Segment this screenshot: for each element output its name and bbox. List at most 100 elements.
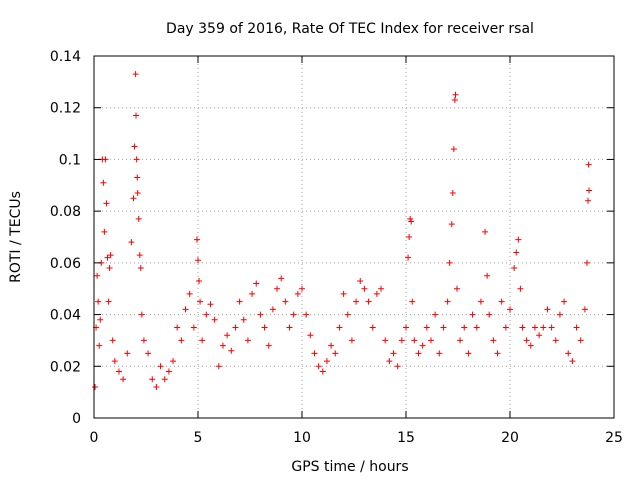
data-point <box>261 324 268 331</box>
data-point <box>340 290 347 297</box>
data-point <box>153 383 160 390</box>
data-point <box>403 324 409 331</box>
data-point <box>436 350 443 357</box>
data-point <box>348 337 355 344</box>
data-point <box>282 298 289 305</box>
chart-title: Day 359 of 2016, Rate Of TEC Index for r… <box>166 21 534 37</box>
data-point <box>106 265 113 272</box>
data-point <box>319 368 326 375</box>
data-point <box>336 324 343 331</box>
data-point <box>423 324 430 331</box>
data-point <box>465 350 472 357</box>
data-point <box>103 200 110 207</box>
data-point <box>461 324 468 331</box>
data-point <box>344 311 351 318</box>
data-point <box>165 368 172 375</box>
data-point <box>174 324 181 331</box>
data-point <box>207 301 214 308</box>
data-point <box>394 363 401 370</box>
data-point <box>136 252 143 259</box>
data-point <box>586 187 593 194</box>
y-tick-label: 0.08 <box>50 204 81 220</box>
data-point <box>303 311 310 318</box>
data-point <box>135 215 142 222</box>
data-point <box>444 298 451 305</box>
data-points <box>92 71 593 390</box>
data-point <box>102 156 109 163</box>
data-point <box>211 316 218 323</box>
data-point <box>105 298 112 305</box>
data-point <box>405 254 412 261</box>
data-point <box>369 324 376 331</box>
data-point <box>133 156 140 163</box>
data-point <box>513 249 520 256</box>
data-point <box>494 350 501 357</box>
data-point <box>315 363 322 370</box>
data-point <box>581 306 588 313</box>
data-point <box>406 234 413 240</box>
grid <box>94 56 614 418</box>
data-point <box>257 311 264 318</box>
data-point <box>115 368 122 375</box>
x-tick-label: 0 <box>90 430 99 446</box>
data-point <box>132 71 139 78</box>
data-point <box>193 236 200 243</box>
data-point <box>104 254 111 261</box>
data-point <box>96 342 103 349</box>
data-point <box>365 298 372 305</box>
data-point <box>197 298 204 305</box>
data-point <box>573 324 580 331</box>
data-point <box>451 96 458 103</box>
data-point <box>299 285 305 292</box>
y-tick-label: 0 <box>72 411 81 427</box>
data-point <box>386 358 393 365</box>
data-point <box>408 218 415 225</box>
data-point <box>323 358 330 365</box>
data-point <box>328 342 335 349</box>
data-point <box>527 342 534 349</box>
data-point <box>432 311 439 318</box>
data-point <box>398 337 405 344</box>
data-point <box>515 236 522 243</box>
data-point <box>544 306 551 313</box>
data-point <box>561 298 568 305</box>
data-point <box>278 275 285 282</box>
data-point <box>94 272 101 279</box>
data-point <box>548 324 555 331</box>
data-point <box>353 298 360 305</box>
data-point <box>507 306 513 313</box>
x-axis-label: GPS time / hours <box>291 459 408 475</box>
data-point <box>486 311 493 318</box>
data-point <box>498 298 505 305</box>
data-point <box>415 350 422 357</box>
data-point <box>140 337 147 344</box>
data-point <box>170 358 177 365</box>
data-point <box>307 332 314 339</box>
data-point <box>519 324 526 331</box>
axis-ticks: 0 0.02 0.04 0.06 0.08 0.1 0.12 0.14 0 5 10 15 20 25 <box>50 49 623 446</box>
data-point <box>157 363 164 370</box>
data-point <box>452 91 459 98</box>
data-point <box>502 324 509 331</box>
data-point <box>236 298 243 305</box>
data-point <box>311 350 318 357</box>
data-point <box>224 332 231 339</box>
x-tick-label: 20 <box>501 430 519 446</box>
data-point <box>95 298 102 305</box>
data-point <box>196 277 203 284</box>
y-tick-label: 0.06 <box>50 256 81 272</box>
data-point <box>449 190 456 197</box>
data-point <box>517 285 524 292</box>
data-point <box>373 290 380 297</box>
data-point <box>186 290 193 297</box>
x-tick-label: 15 <box>397 430 415 446</box>
data-point <box>473 324 480 331</box>
data-point <box>265 342 272 349</box>
data-point <box>286 324 293 331</box>
data-point <box>228 347 235 354</box>
y-tick-label: 0.14 <box>50 49 81 65</box>
data-point <box>182 306 189 313</box>
y-axis-label: ROTI / TECUs <box>8 191 24 283</box>
